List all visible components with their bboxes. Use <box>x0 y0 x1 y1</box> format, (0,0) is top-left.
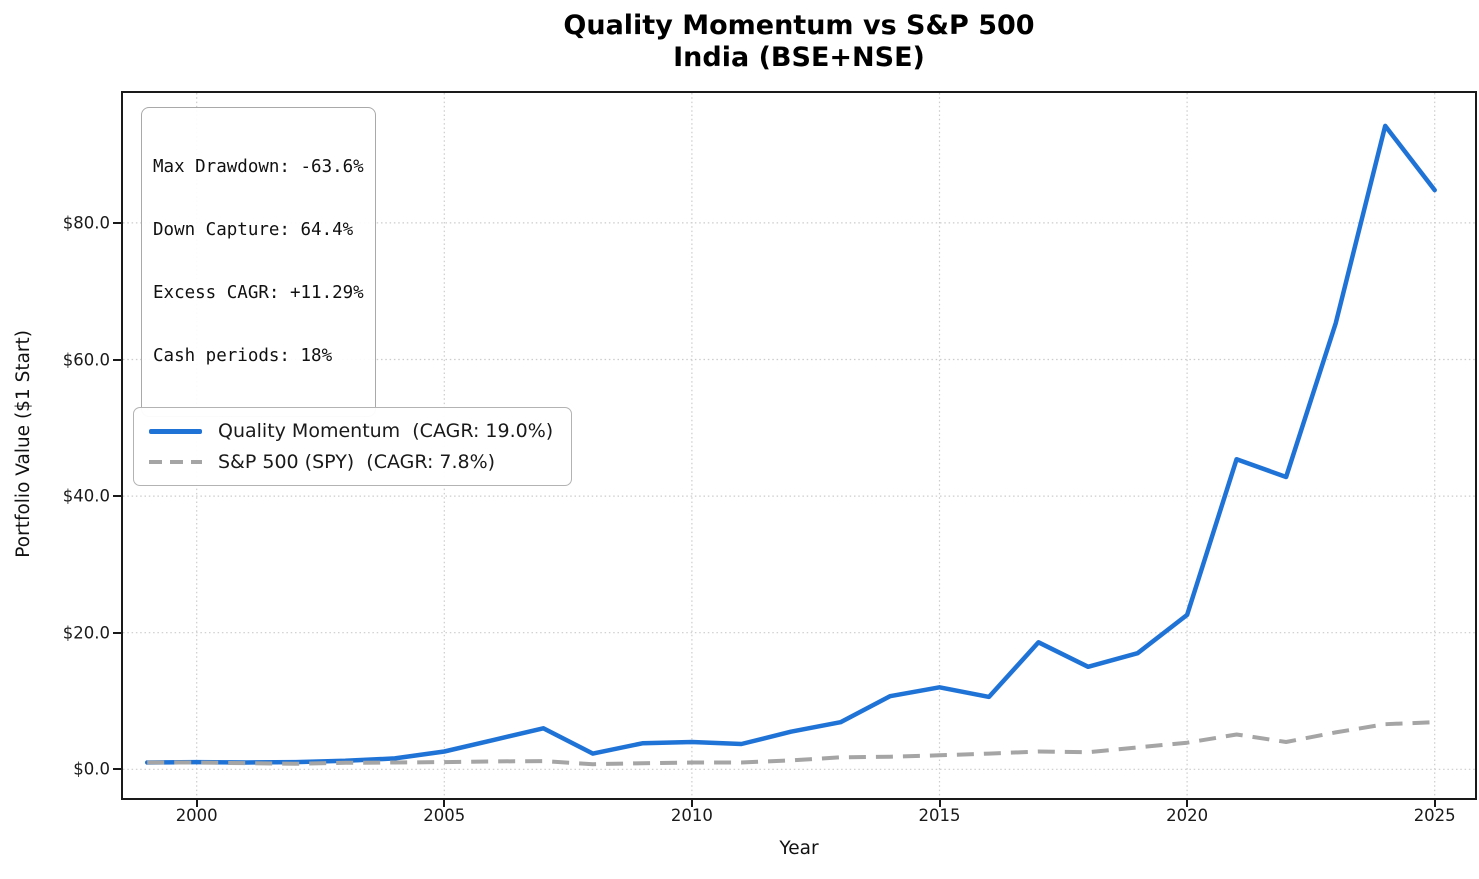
x-tick-mark <box>1186 800 1189 807</box>
series-quality-momentum-line <box>144 123 1437 765</box>
x-tick-label-2005: 2005 <box>423 806 466 825</box>
stat-excess-cagr: Excess CAGR: +11.29% <box>153 283 364 303</box>
y-tick-mark <box>113 358 121 361</box>
legend-item-quality-momentum: Quality Momentum (CAGR: 19.0%) <box>149 420 553 442</box>
chart-title: Quality Momentum vs S&P 500 India (BSE+N… <box>123 10 1475 74</box>
y-tick-mark <box>113 495 121 498</box>
y-axis-label-text: Portfolio Value ($1 Start) <box>12 329 34 558</box>
stats-box: Max Drawdown: -63.6% Down Capture: 64.4%… <box>141 107 376 417</box>
legend-line-sample-dashed <box>149 460 202 464</box>
x-tick-label-2025: 2025 <box>1413 806 1456 825</box>
x-tick-label-2015: 2015 <box>918 806 961 825</box>
legend-label-quality-momentum: Quality Momentum (CAGR: 19.0%) <box>218 420 554 442</box>
x-tick-mark <box>1433 800 1436 807</box>
y-tick-mark <box>113 631 121 634</box>
x-tick-mark <box>938 800 941 807</box>
y-tick-label-0: $0.0 <box>73 759 110 779</box>
y-tick-label-80: $80.0 <box>62 213 110 233</box>
x-tick-label-2010: 2010 <box>670 806 713 825</box>
x-tick-label-2020: 2020 <box>1166 806 1209 825</box>
stat-max-drawdown: Max Drawdown: -63.6% <box>153 157 364 177</box>
x-tick-mark <box>443 800 446 807</box>
x-axis-label: Year <box>779 838 819 859</box>
x-tick-label-2000: 2000 <box>175 806 218 825</box>
y-tick-label-40: $40.0 <box>62 486 110 506</box>
stat-down-capture: Down Capture: 64.4% <box>153 220 354 240</box>
y-tick-label-20: $20.0 <box>62 623 110 643</box>
legend: Quality Momentum (CAGR: 19.0%) S&P 500 (… <box>133 407 573 486</box>
y-axis-label: Portfolio Value ($1 Start) <box>8 91 38 796</box>
series-sp500-line <box>147 720 1435 767</box>
y-tick-label-60: $60.0 <box>62 350 110 369</box>
chart-title-line1: Quality Momentum vs S&P 500 <box>563 10 1035 41</box>
stat-cash-periods: Cash periods: 18% <box>153 346 333 366</box>
legend-line-sample-solid <box>149 428 202 434</box>
x-tick-mark <box>195 800 198 807</box>
chart-title-line2: India (BSE+NSE) <box>673 42 925 73</box>
legend-item-sp500: S&P 500 (SPY) (CAGR: 7.8%) <box>149 451 553 473</box>
y-tick-mark <box>113 768 121 771</box>
y-tick-mark <box>113 221 121 224</box>
x-tick-mark <box>690 800 693 807</box>
legend-label-sp500: S&P 500 (SPY) (CAGR: 7.8%) <box>218 451 496 473</box>
